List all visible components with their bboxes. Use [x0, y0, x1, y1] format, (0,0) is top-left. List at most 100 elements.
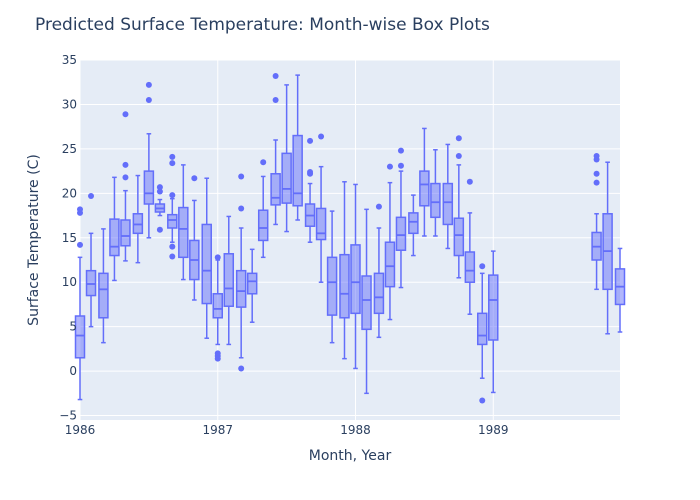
outlier-point — [156, 188, 163, 195]
y-axis-ticks: −5 0 5 10 15 20 25 30 35 — [59, 53, 77, 423]
box-iqr — [350, 244, 361, 315]
outlier-point — [214, 350, 221, 357]
plot-area — [80, 60, 620, 420]
outlier-point — [169, 153, 176, 160]
outlier-point — [156, 184, 163, 191]
box-plot — [373, 203, 385, 339]
y-axis-title: Surface Temperature (C) — [26, 154, 42, 326]
box-plot — [178, 164, 189, 281]
outlier-point — [479, 397, 486, 404]
box-plot — [395, 147, 407, 289]
box-iqr — [384, 241, 396, 288]
y-tick-label: 25 — [62, 142, 77, 156]
box-plot — [304, 137, 316, 243]
outlier-point — [479, 263, 486, 270]
box-iqr — [167, 213, 178, 229]
box-plot — [143, 81, 155, 239]
x-tick-label: 1989 — [478, 423, 509, 437]
outlier-point — [169, 192, 176, 199]
box-plot — [453, 135, 465, 279]
box-plot — [339, 181, 350, 360]
box-plot — [384, 163, 396, 321]
outlier-point — [122, 111, 129, 118]
box-iqr — [453, 217, 465, 257]
box-plot — [132, 174, 144, 264]
outlier-point — [397, 147, 404, 154]
box-plots — [74, 73, 626, 404]
x-axis-title: Month, Year — [309, 448, 392, 464]
outlier-point — [145, 81, 152, 88]
outlier-point — [238, 205, 245, 212]
box-iqr — [315, 207, 327, 241]
box-plot — [315, 133, 327, 283]
box-plot — [488, 250, 499, 394]
box-iqr — [281, 152, 292, 204]
outlier-point — [455, 153, 462, 159]
box-iqr — [246, 272, 258, 295]
outlier-point — [593, 170, 600, 177]
box-plot — [602, 161, 613, 335]
box-plot — [189, 175, 200, 301]
box-plot — [120, 111, 131, 262]
box-iqr — [178, 206, 189, 259]
box-iqr — [235, 269, 247, 308]
box-plot — [464, 178, 476, 315]
box-plot — [419, 127, 430, 237]
box-iqr — [257, 209, 269, 242]
outlier-point — [122, 174, 129, 181]
chart-title: Predicted Surface Temperature: Month-wis… — [35, 15, 490, 35]
outlier-point — [272, 73, 279, 79]
outlier-point — [386, 163, 393, 170]
outlier-point — [238, 365, 245, 372]
box-plot — [85, 193, 97, 328]
box-plot — [167, 153, 178, 260]
outlier-point — [260, 159, 267, 166]
box-plot — [223, 215, 235, 346]
box-iqr — [109, 218, 120, 257]
box-iqr — [488, 274, 499, 341]
outlier-point — [156, 226, 163, 233]
box-iqr — [120, 219, 131, 247]
outlier-point — [77, 206, 83, 213]
box-plot — [212, 254, 224, 362]
y-tick-label: 10 — [62, 275, 77, 289]
box-plot — [408, 194, 419, 257]
outlier-point — [214, 254, 221, 261]
box-plot — [430, 149, 441, 237]
x-tick-label: 1988 — [340, 423, 371, 437]
outlier-point — [593, 153, 600, 159]
box-iqr — [270, 173, 281, 206]
y-tick-label: −5 — [59, 409, 77, 423]
box-iqr — [361, 275, 372, 331]
box-iqr — [292, 134, 303, 207]
box-plot — [591, 153, 602, 291]
outlier-point — [169, 243, 176, 250]
box-iqr — [373, 272, 385, 315]
outlier-point — [238, 173, 245, 180]
box-iqr — [430, 182, 441, 219]
box-plot — [350, 183, 361, 370]
box-plot — [154, 184, 166, 233]
x-tick-label: 1986 — [65, 423, 96, 437]
box-plot — [361, 208, 372, 395]
box-iqr — [201, 223, 212, 305]
box-iqr — [212, 293, 224, 319]
box-plot — [281, 84, 292, 233]
outlier-point — [77, 241, 83, 248]
outlier-point — [122, 161, 129, 168]
box-iqr — [408, 212, 419, 235]
x-tick-label: 1987 — [202, 423, 233, 437]
box-iqr — [74, 315, 86, 359]
box-iqr — [326, 256, 338, 316]
box-iqr — [395, 216, 407, 251]
box-plot — [292, 74, 303, 221]
outlier-point — [88, 193, 95, 199]
outlier-point — [466, 178, 473, 185]
outlier-point — [169, 160, 176, 167]
outlier-point — [169, 253, 176, 260]
outlier-point — [272, 97, 279, 103]
box-iqr — [143, 170, 155, 205]
y-tick-label: 5 — [69, 320, 77, 334]
box-plot — [257, 159, 269, 259]
